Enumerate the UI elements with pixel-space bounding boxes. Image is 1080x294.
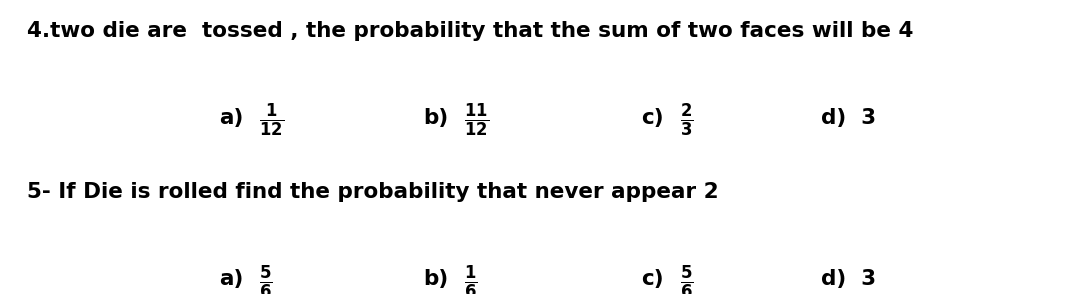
- Text: a): a): [218, 269, 243, 289]
- Text: b): b): [423, 108, 448, 128]
- Text: $\mathbf{\frac{11}{12}}$: $\mathbf{\frac{11}{12}}$: [464, 102, 489, 139]
- Text: b): b): [423, 269, 448, 289]
- Text: 5- If Die is rolled find the probability that never appear 2: 5- If Die is rolled find the probability…: [27, 182, 718, 202]
- Text: d)  3: d) 3: [821, 269, 876, 289]
- Text: c): c): [642, 269, 664, 289]
- Text: $\mathbf{\frac{2}{3}}$: $\mathbf{\frac{2}{3}}$: [680, 102, 694, 139]
- Text: $\mathbf{\frac{5}{6}}$: $\mathbf{\frac{5}{6}}$: [680, 263, 694, 294]
- Text: 4.two die are  tossed , the probability that the sum of two faces will be 4: 4.two die are tossed , the probability t…: [27, 21, 914, 41]
- Text: $\mathbf{\frac{5}{6}}$: $\mathbf{\frac{5}{6}}$: [259, 263, 273, 294]
- Text: a): a): [218, 108, 243, 128]
- Text: c): c): [642, 108, 664, 128]
- Text: d)  3: d) 3: [821, 108, 876, 128]
- Text: $\mathbf{\frac{1}{12}}$: $\mathbf{\frac{1}{12}}$: [259, 102, 284, 139]
- Text: $\mathbf{\frac{1}{6}}$: $\mathbf{\frac{1}{6}}$: [464, 263, 478, 294]
